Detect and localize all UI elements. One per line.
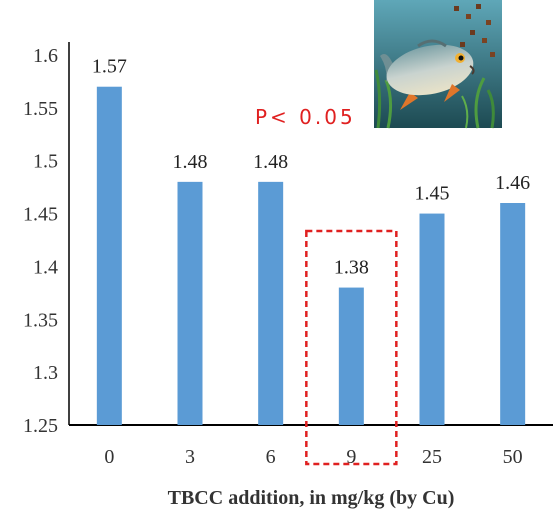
data-labels: 1.57 1.48 1.48 1.38 1.45 1.46 (92, 56, 530, 279)
x-tick-label: 25 (422, 446, 442, 468)
bar-value-label: 1.57 (92, 56, 127, 78)
y-tick-label: 1.45 (23, 204, 58, 226)
y-tick-label: 1.4 (33, 256, 58, 278)
significance-highlight-box (305, 229, 398, 466)
x-axis-tick-labels: 0 3 6 9 25 50 (104, 446, 522, 468)
bar-value-label: 1.46 (495, 172, 530, 194)
bar (338, 287, 364, 425)
y-axis-tick-labels: 1.25 1.3 1.35 1.4 1.45 1.5 1.55 1.6 (23, 45, 58, 437)
bar (177, 181, 203, 425)
bar-series (96, 86, 526, 425)
y-tick-label: 1.5 (33, 151, 58, 173)
y-tick-label: 1.6 (33, 45, 58, 67)
x-tick-label: 50 (503, 446, 523, 468)
bar-value-label: 1.45 (415, 183, 450, 205)
y-tick-label: 1.35 (23, 309, 58, 331)
x-tick-label: 3 (185, 446, 195, 468)
bar-value-label: 1.48 (173, 151, 208, 173)
x-axis-title: TBCC addition, in mg/kg (by Cu) (168, 487, 455, 509)
fish-illustration (374, 0, 502, 129)
x-tick-label: 9 (346, 446, 356, 468)
y-tick-label: 1.3 (33, 362, 58, 384)
y-tick-label: 1.25 (23, 415, 58, 437)
y-tick-label: 1.55 (23, 98, 58, 120)
x-tick-label: 6 (266, 446, 276, 468)
significance-annotation: P< 0.05 (255, 105, 356, 129)
bar-value-label: 1.48 (253, 151, 288, 173)
bar (500, 203, 526, 425)
bar (258, 181, 284, 425)
bar (419, 213, 445, 425)
bar (96, 86, 122, 425)
bar-value-label: 1.38 (334, 257, 369, 279)
x-tick-label: 0 (104, 446, 114, 468)
